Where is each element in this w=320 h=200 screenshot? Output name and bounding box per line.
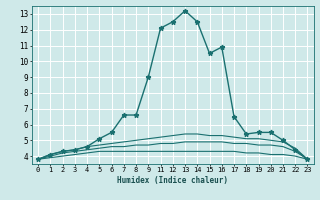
X-axis label: Humidex (Indice chaleur): Humidex (Indice chaleur) [117, 176, 228, 185]
